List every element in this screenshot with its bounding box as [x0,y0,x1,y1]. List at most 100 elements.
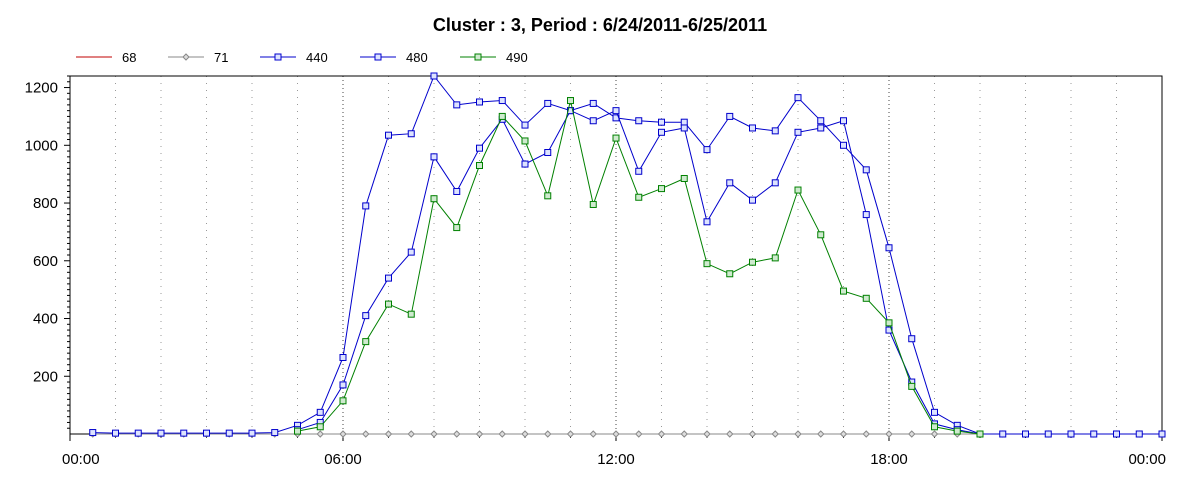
data-point [680,124,688,132]
chart-title: Cluster : 3, Period : 6/24/2011-6/25/201… [433,15,767,35]
data-point [748,430,757,438]
data-point [749,196,756,204]
data-point [544,192,552,200]
data-point [430,430,438,438]
data-point [566,430,575,438]
data-point [726,112,734,120]
data-point [316,408,324,416]
legend-marker [274,53,282,61]
data-point [885,430,893,438]
data-point [589,430,597,438]
data-point [658,128,665,136]
legend-label: 480 [406,50,428,65]
data-point [908,430,916,438]
data-point [362,312,370,320]
x-tick-label: 12:00 [597,451,635,468]
y-tick-label: 200 [33,368,58,385]
data-point [521,121,529,129]
data-point [134,429,142,437]
data-point [407,248,415,256]
data-point [1067,430,1075,438]
data-point [1135,430,1143,438]
data-point [862,430,870,438]
data-point [862,166,870,174]
data-point [339,397,347,405]
data-point [771,254,779,262]
data-point [635,430,643,438]
data-point [726,179,734,187]
data-point [316,423,324,431]
data-point [612,430,620,438]
data-point [817,231,825,239]
data-point [635,193,643,201]
data-point [658,118,665,126]
legend: 68 71 440 480 490 [76,50,528,65]
data-point [749,124,756,132]
data-point [316,430,324,438]
data-point [817,430,825,438]
legend-item-480: 480 [360,50,428,65]
data-point [680,118,688,126]
data-point [430,195,438,203]
x-tick-label: 00:00 [1128,451,1166,468]
data-point [680,174,688,182]
legend-marker [182,53,190,61]
data-point [521,160,529,168]
data-point [89,429,97,437]
y-axis: 200 400 600 800 1000 1200 [25,75,70,429]
data-point [635,167,643,175]
data-point [339,381,347,389]
legend-item-71: 71 [168,50,228,65]
data-point [362,338,370,346]
data-point [385,300,392,308]
data-point [817,117,825,125]
data-point [862,294,870,302]
vertical-gridlines [115,76,1117,434]
data-point [589,99,597,107]
data-point [521,137,529,145]
series-line [92,75,1162,435]
data-point [703,218,711,226]
y-tick-label: 600 [33,253,58,270]
data-point [771,179,779,187]
x-tick-label: 00:00 [62,451,100,468]
data-point [544,149,552,157]
data-point [339,353,347,361]
series-line [297,100,981,435]
data-point [407,310,415,318]
y-tick-label: 400 [33,311,58,328]
data-point [771,127,779,135]
data-point [476,162,483,169]
data-point [475,430,484,438]
data-point [794,430,802,438]
data-point [248,429,256,437]
data-point [1090,430,1098,438]
data-point [999,430,1007,438]
data-point [453,224,461,232]
data-point [680,430,688,438]
data-point [225,429,233,437]
data-point [840,141,847,149]
data-point [657,430,666,438]
data-point [953,427,961,435]
data-point [203,429,210,437]
data-point [294,427,301,435]
legend-label: 71 [214,50,228,65]
legend-item-68: 68 [76,50,136,65]
data-point [976,430,984,438]
data-point [908,382,916,390]
data-point [794,94,802,102]
legend-marker [374,53,382,61]
data-point [544,99,552,107]
data-point [703,260,711,268]
data-point [931,423,938,431]
series-440 [89,72,1166,438]
data-point [476,98,483,106]
series-490 [294,97,984,438]
data-point [726,270,734,278]
data-point [885,244,893,252]
data-point [407,130,415,138]
y-tick-label: 1200 [25,80,58,97]
data-point [498,430,506,438]
data-point [839,430,848,438]
